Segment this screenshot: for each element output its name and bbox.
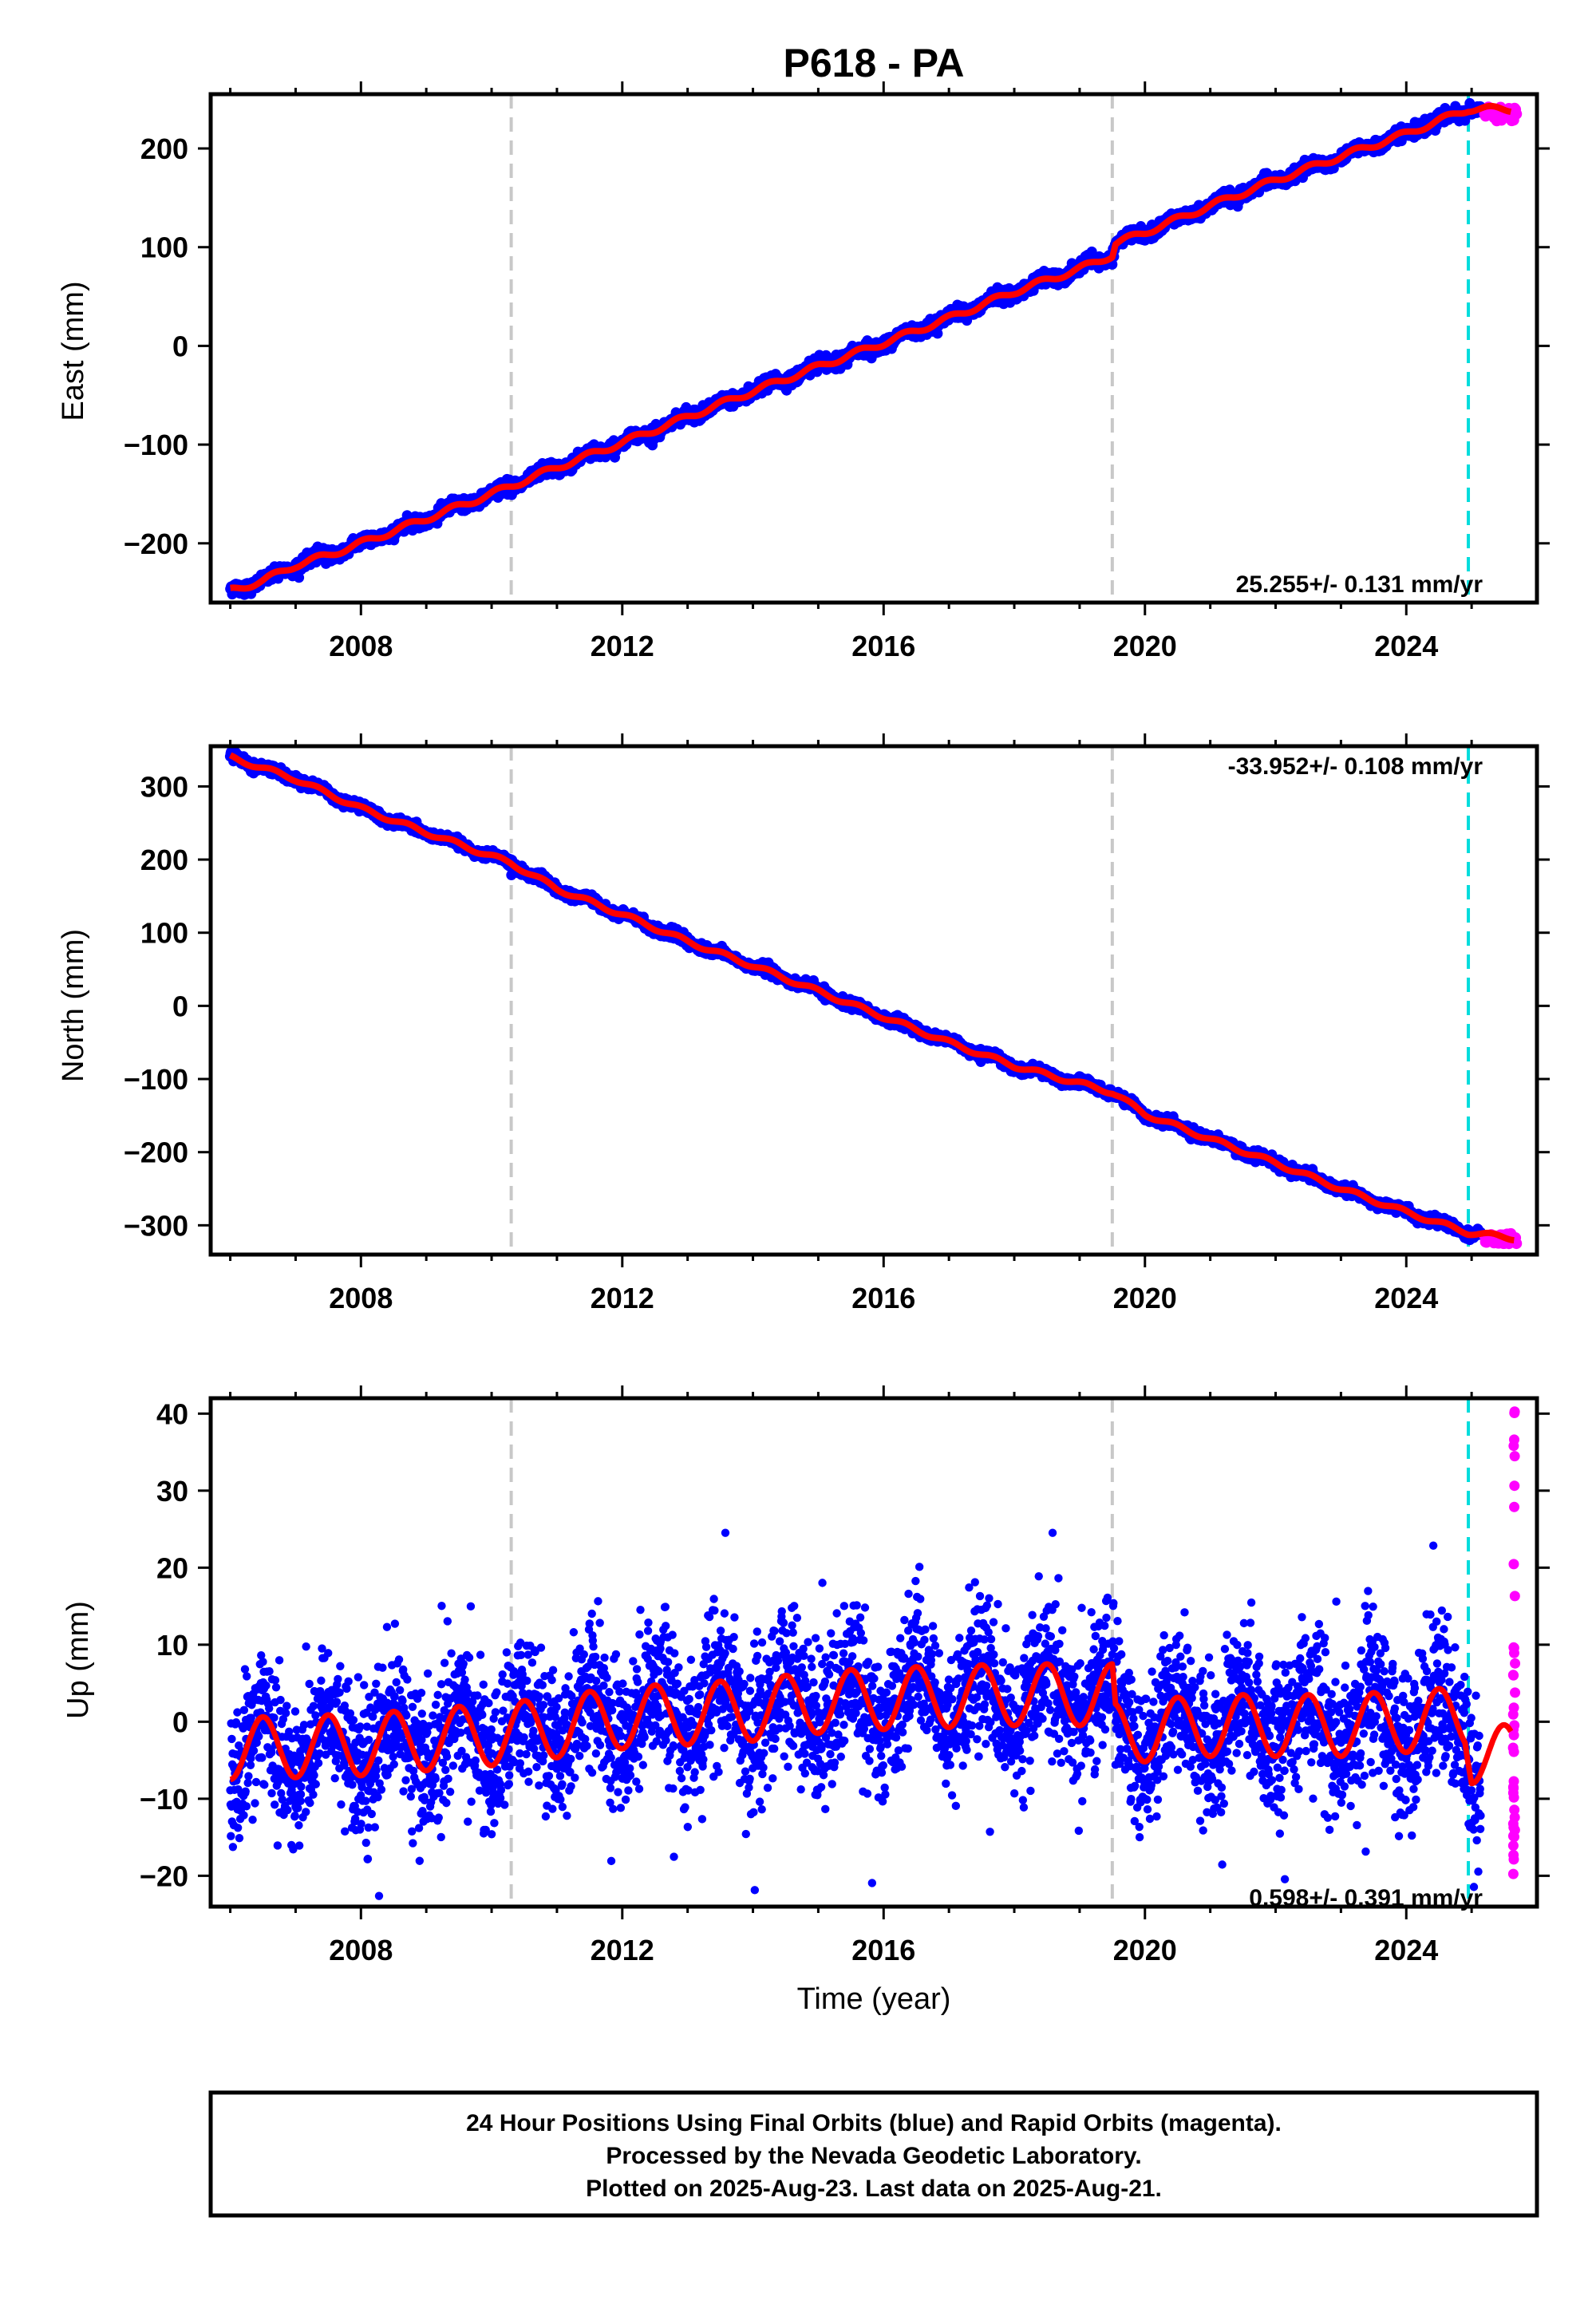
- east-y-axis-label: East (mm): [57, 281, 90, 421]
- east-point: [294, 572, 305, 583]
- east-y-tick-label: 100: [140, 231, 188, 264]
- east-y-tick-label: 0: [172, 330, 188, 362]
- east-x-tick-label: 2008: [329, 630, 393, 662]
- east-x-tick-label: 2024: [1374, 630, 1438, 662]
- chart-title: P618 - PA: [784, 41, 965, 85]
- east-x-tick-label: 2016: [851, 630, 915, 662]
- east-x-tick-label: 2012: [591, 630, 654, 662]
- north-data-layer: [224, 746, 1523, 1255]
- east-rate-label: 25.255+/- 0.131 mm/yr: [1236, 571, 1483, 598]
- east-rapid-point: [1511, 108, 1523, 120]
- north-panel: 2008 2012 2016 2020 2024−300−200−10001002003…: [57, 733, 1550, 1314]
- east-panel: 2008 2012 2016 2020 2024 −200 −100 0 100 200 East…: [57, 81, 1550, 662]
- east-data-layer: [225, 94, 1523, 603]
- north-plot-area: 2008 2012 2016 2020 2024−300−200−10001002003…: [124, 733, 1550, 1314]
- east-x-tick-label: 2020: [1113, 630, 1177, 662]
- east-plot-area: 2008 2012 2016 2020 2024 −200 −100 0 100 200: [124, 81, 1550, 662]
- east-y-tick-label: −100: [124, 429, 188, 461]
- east-y-tick-label: −200: [124, 528, 188, 560]
- east-y-tick-label: 200: [140, 132, 188, 165]
